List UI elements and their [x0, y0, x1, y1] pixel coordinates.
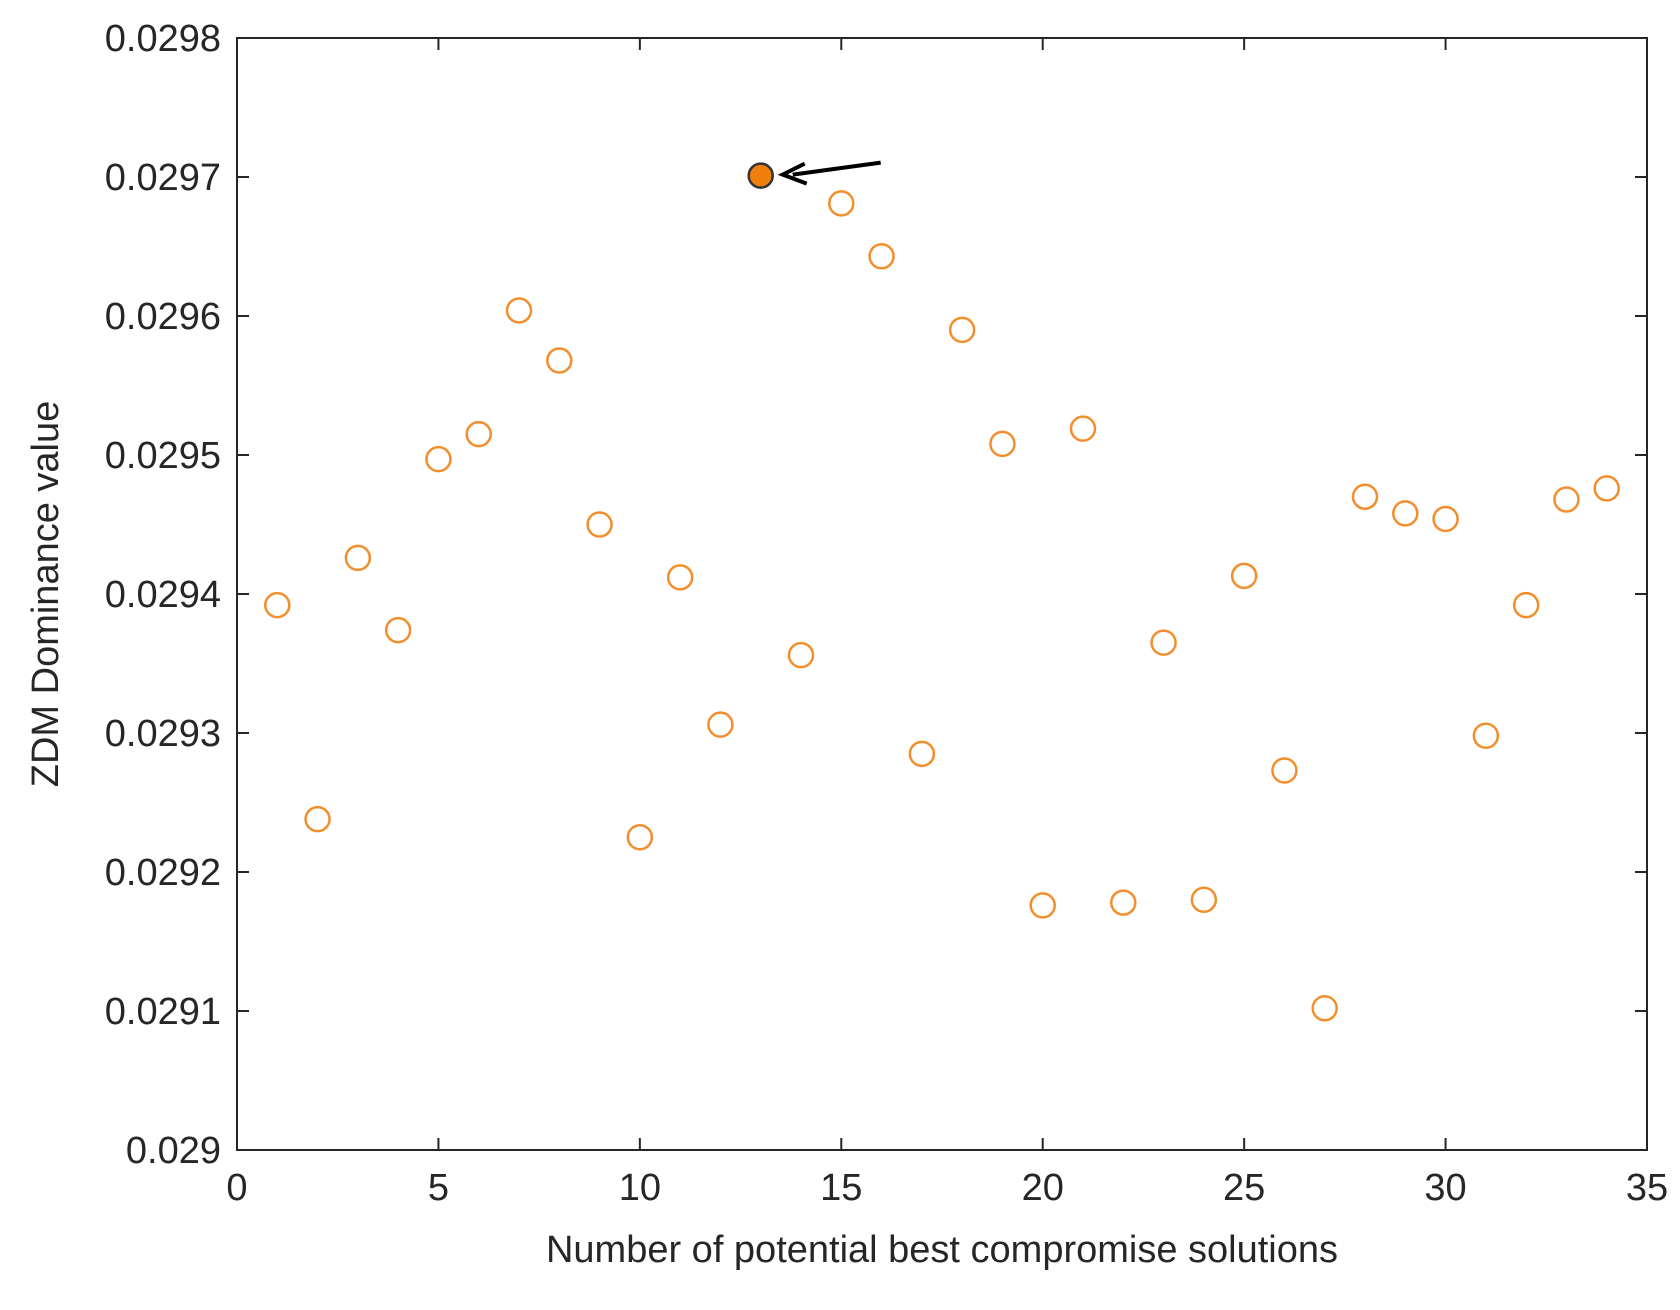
data-point: [505, 297, 533, 324]
plot-frame: [236, 37, 1648, 1151]
data-point: [586, 511, 613, 538]
data-point: [1110, 889, 1137, 916]
annotation-arrow-head: [777, 161, 808, 186]
data-point: [425, 445, 452, 473]
data-point: [1512, 591, 1540, 619]
data-point: [304, 805, 331, 833]
data-point: [1230, 562, 1258, 590]
x-tick-label: 15: [820, 1167, 862, 1209]
y-axis-label: ZDM Dominance value: [25, 401, 67, 787]
data-point: [1150, 629, 1177, 656]
y-tick-label: 0.0295: [105, 435, 221, 477]
data-point: [1392, 500, 1419, 527]
y-tick-label: 0.029: [126, 1130, 221, 1172]
data-point: [1593, 475, 1620, 502]
data-point: [989, 430, 1016, 458]
data-point: [465, 420, 492, 448]
data-point: [868, 242, 895, 270]
data-point: [1553, 486, 1580, 513]
data-point: [546, 347, 573, 374]
x-tick-label: 25: [1223, 1167, 1265, 1209]
data-point: [384, 616, 412, 644]
y-axis-ticks: 0.029 0.0291 0.0292 0.0293 0.0294 0.0295 0.029…: [105, 18, 1647, 1172]
data-point: [1069, 415, 1097, 442]
x-tick-label: 5: [428, 1167, 449, 1209]
data-point: [344, 544, 372, 572]
data-point: [1029, 892, 1056, 919]
y-tick-label: 0.0296: [105, 296, 221, 338]
x-tick-label: 0: [226, 1167, 247, 1209]
annotations: [777, 160, 881, 186]
y-tick-label: 0.0291: [105, 991, 221, 1033]
data-point: [828, 190, 855, 217]
data-point: [707, 711, 734, 738]
data-point: [1472, 722, 1500, 750]
data-point: [908, 740, 936, 768]
data-point: [1311, 994, 1338, 1022]
x-tick-label: 10: [619, 1167, 661, 1209]
y-tick-label: 0.0294: [105, 574, 221, 616]
highlighted-data-point: [747, 162, 774, 189]
x-tick-label: 30: [1424, 1167, 1466, 1209]
data-point: [787, 641, 815, 669]
plot-area: [236, 37, 1648, 1151]
y-tick-label: 0.0292: [105, 852, 221, 894]
y-tick-label: 0.0293: [105, 713, 221, 755]
annotation-arrow-shaft: [792, 160, 881, 177]
data-point: [1271, 757, 1298, 784]
data-point: [1190, 886, 1218, 914]
data-point: [626, 824, 654, 851]
y-tick-label: 0.0298: [105, 18, 221, 60]
data-point: [1351, 483, 1379, 510]
y-tick-label: 0.0297: [105, 157, 221, 199]
data-points: [264, 162, 1620, 1022]
data-point: [264, 591, 291, 619]
x-axis-label: Number of potential best compromise solu…: [546, 1229, 1338, 1271]
x-tick-label: 20: [1022, 1167, 1064, 1209]
x-axis-ticks: 0 5 10 15 20 25 30 35: [226, 38, 1668, 1209]
data-point: [666, 564, 694, 591]
data-point: [1432, 505, 1459, 533]
x-tick-label: 35: [1626, 1167, 1668, 1209]
data-point: [948, 316, 976, 344]
